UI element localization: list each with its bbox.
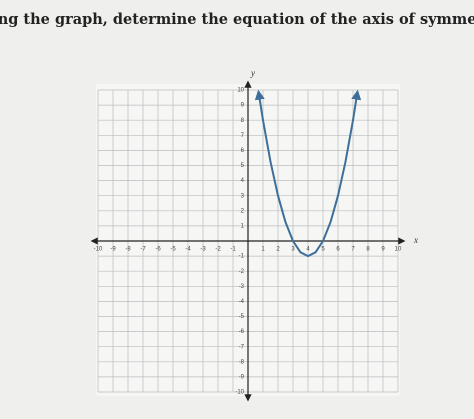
y-tick-label: 4 bbox=[241, 178, 245, 184]
y-tick-label: -6 bbox=[239, 329, 245, 335]
x-tick-label: -9 bbox=[110, 247, 116, 253]
y-tick-label: -7 bbox=[239, 344, 245, 350]
question-title: Using the graph, determine the equation … bbox=[0, 11, 474, 28]
x-tick-label: -1 bbox=[230, 247, 236, 253]
x-tick-label: 1 bbox=[261, 247, 265, 253]
x-tick-label: 2 bbox=[276, 247, 280, 253]
x-tick-label: 6 bbox=[336, 247, 340, 253]
x-tick-label: -8 bbox=[125, 247, 131, 253]
y-tick-label: -3 bbox=[239, 284, 245, 290]
y-tick-label: -4 bbox=[239, 299, 245, 305]
y-tick-label: -5 bbox=[239, 314, 245, 320]
x-tick-label: 4 bbox=[306, 247, 310, 253]
y-tick-label: -9 bbox=[239, 374, 245, 380]
x-tick-label: -2 bbox=[215, 247, 221, 253]
x-tick-label: 8 bbox=[366, 247, 370, 253]
y-tick-label: -8 bbox=[239, 359, 245, 365]
y-tick-label: -2 bbox=[239, 269, 245, 275]
y-tick-label: 3 bbox=[241, 193, 245, 199]
x-tick-label: -4 bbox=[185, 247, 191, 253]
y-tick-label: 5 bbox=[241, 163, 245, 169]
x-tick-label: -7 bbox=[140, 247, 146, 253]
y-tick-label: -10 bbox=[235, 390, 244, 396]
x-axis-label: x bbox=[413, 235, 418, 245]
x-tick-label: -10 bbox=[94, 247, 103, 253]
y-tick-label: 10 bbox=[237, 88, 244, 94]
curve bbox=[254, 89, 362, 258]
x-tick-label: -3 bbox=[200, 247, 206, 253]
x-tick-label: 3 bbox=[291, 247, 295, 253]
x-tick-label: 9 bbox=[381, 247, 385, 253]
y-tick-label: 1 bbox=[241, 223, 245, 229]
y-tick-label: 2 bbox=[241, 208, 245, 214]
x-tick-label: -5 bbox=[170, 247, 176, 253]
y-tick-label: 9 bbox=[241, 103, 245, 109]
x-tick-label: 5 bbox=[321, 247, 325, 253]
y-tick-label: 7 bbox=[241, 133, 245, 139]
x-tick-label: 7 bbox=[351, 247, 355, 253]
y-axis-label: y bbox=[250, 68, 255, 78]
x-tick-label: 10 bbox=[395, 247, 402, 253]
y-tick-label: -1 bbox=[239, 254, 245, 260]
x-tick-label: -6 bbox=[155, 247, 161, 253]
y-tick-label: 6 bbox=[241, 148, 245, 154]
y-tick-label: 8 bbox=[241, 118, 245, 124]
